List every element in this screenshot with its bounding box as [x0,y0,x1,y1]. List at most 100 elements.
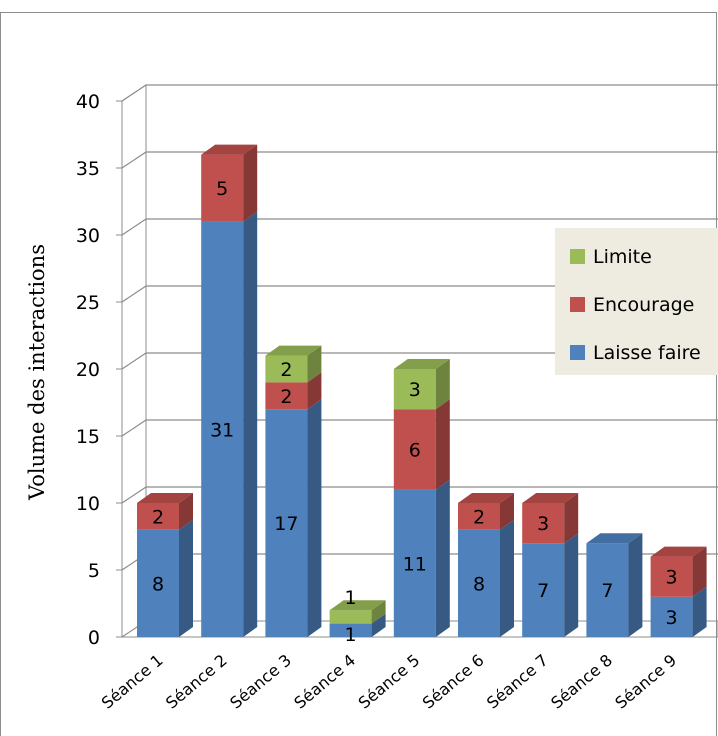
bar-stack: 82 [137,493,193,637]
y-tick-label: 40 [76,91,100,113]
y-axis-title: Volume des interactions [25,244,49,501]
data-label: 3 [666,567,678,589]
data-label: 1 [345,587,357,609]
bar-segment-side [179,519,193,637]
legend-swatch [570,249,585,264]
bar-segment-side [179,493,193,530]
y-tick-label: 35 [76,158,100,180]
bar-stack: 33 [650,546,707,637]
bar-segment-side [371,613,386,637]
gridline [121,419,718,437]
bar-segment-side [692,546,707,597]
legend-label: Limite [593,246,652,268]
bar-segment [650,596,693,637]
y-tick-label: 5 [88,560,100,582]
legend: Limite Encourage Laisse faire [555,228,718,375]
legend-label: Encourage [593,294,694,316]
bar-segment-side [435,359,450,410]
bar-segment-side [500,519,514,637]
y-tick-label: 20 [76,359,100,381]
gridline [121,486,718,504]
gridline [121,352,718,370]
legend-swatch [570,297,585,312]
bar-segment [458,529,500,637]
bar-segment [650,556,693,597]
bar-segment [393,489,436,637]
legend-swatch [570,345,585,360]
bar-segment-top [137,493,193,503]
bar-segment [201,221,244,637]
data-label: 17 [274,513,298,535]
data-label: 7 [601,580,613,602]
bar-segment-side [564,493,579,544]
y-tick-label: 30 [76,225,100,247]
bar-segment [137,529,179,637]
bar-segment [137,503,179,530]
data-label: 31 [210,419,234,441]
data-label: 5 [216,178,228,200]
y-axis-ticks: 0 5 10 15 20 25 30 35 40 [76,91,122,649]
bar-segment [201,154,244,222]
bar-segment-side [307,399,322,637]
bar-segment-top [393,359,450,369]
data-label: 2 [280,359,292,381]
bar-segment-top [522,493,579,503]
data-label: 7 [537,580,549,602]
bar-segment [586,543,629,637]
gridline [121,285,718,303]
bar-segment-side [371,600,386,624]
data-label: 2 [473,506,485,528]
legend-label: Laisse faire [593,342,701,364]
gridline [121,84,718,102]
data-label: 8 [473,573,485,595]
bar-segment [329,623,372,637]
bar-segment-side [307,345,322,383]
bar-segment [265,409,308,637]
bar-segment-side [692,586,707,637]
bar-segment-top [458,493,514,503]
gridlines [121,84,718,571]
bar-segment [329,610,372,624]
bar-segment-top [265,345,322,356]
data-label: 2 [280,386,292,408]
data-label: 2 [152,506,164,528]
bar-stack: 11 6 3 [393,359,450,637]
bar-segment-top [201,144,258,155]
bar-segment [393,409,436,490]
bar-segment [522,503,565,544]
y-tick-label: 10 [76,493,100,515]
y-tick-label: 0 [88,627,100,649]
bar-stack: 82 [458,493,514,637]
bar-segment-side [307,372,322,410]
bar-stack: 7 [586,533,643,637]
bar-segment-side [564,533,579,637]
bar-stack: 31 5 [201,144,258,637]
bar-segment-top [586,533,643,544]
bar-segment [393,369,436,410]
y-tick-label: 15 [76,426,100,448]
y-tick-label: 25 [76,292,100,314]
bar-segment [458,503,500,530]
data-label: 1 [345,624,357,646]
bar-segment-side [628,533,643,637]
bar-segment-side [243,144,258,222]
bar-segment-side [243,211,258,637]
data-label: 3 [409,379,421,401]
bar-stack: 11 [329,587,386,646]
bar-segment [265,355,308,383]
gridline [121,151,718,169]
bar-segment [522,543,565,637]
data-label: 3 [537,513,549,535]
bar-segment [265,382,308,410]
bar-segment-top [650,546,707,557]
bar-segment-side [500,493,514,530]
bar-stack: 73 [522,493,579,637]
data-label: 8 [152,573,164,595]
bar-segment-side [435,399,450,490]
data-label: 11 [403,553,427,575]
bar-segment-side [435,479,450,637]
